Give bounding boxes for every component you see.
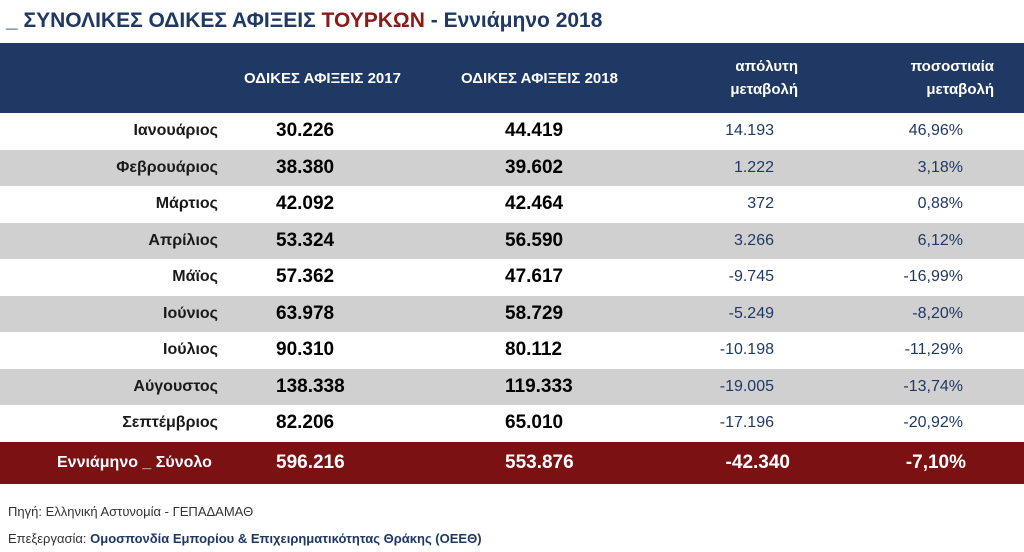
table-header: ΟΔΙΚΕΣ ΑΦΙΞΕΙΣ 2017 ΟΔΙΚΕΣ ΑΦΙΞΕΙΣ 2018 … [0,43,1024,113]
header-absolute-change: απόλυτη μεταβολή [730,58,798,98]
source-note: Πηγή: Ελληνική Αστυνομία - ΓΕΠΑΔΑΜΑΘ [8,504,254,519]
percent-change-cell: -20,92% [903,414,963,432]
value-2018-cell: 65.010 [505,412,564,434]
percent-change-cell: 46,96% [908,122,963,140]
total-value-2017-cell: 596.216 [276,451,345,473]
absolute-change-cell: -9.745 [728,268,774,286]
value-2018-cell: 56.590 [505,229,564,251]
header-2018: ΟΔΙΚΕΣ ΑΦΙΞΕΙΣ 2018 [461,69,618,87]
absolute-change-cell: -5.249 [728,304,774,322]
table-row: Μάϊος 57.362 47.617 -9.745 -16,99% [0,259,1024,296]
value-2017-cell: 38.380 [276,156,335,178]
month-cell: Ιούλιος [163,341,218,359]
header-2017: ΟΔΙΚΕΣ ΑΦΙΞΕΙΣ 2017 [244,69,401,87]
value-2018-cell: 39.602 [505,156,564,178]
month-cell: Απρίλιος [148,231,218,249]
percent-change-cell: 0,88% [917,195,963,213]
value-2018-cell: 58.729 [505,302,564,324]
processing-label: Επεξεργασία: [8,531,91,546]
total-month-cell: Εννιάμηνο _ Σύνολο [57,453,212,471]
absolute-change-cell: -10.198 [719,341,774,359]
title-prefix: _ ΣΥΝΟΛΙΚΕΣ ΟΔΙΚΕΣ ΑΦΙΞΕΙΣ [6,9,322,32]
percent-change-cell: -11,29% [904,341,963,359]
value-2018-cell: 80.112 [505,339,563,361]
total-row: Εννιάμηνο _ Σύνολο 596.216 553.876 -42.340 -… [0,441,1024,484]
total-absolute-change-cell: -42.340 [725,451,790,473]
absolute-change-cell: 1.222 [733,158,774,176]
value-2017-cell: 82.206 [276,412,335,434]
absolute-change-cell: 3.266 [733,231,774,249]
table-row: Ιούνιος 63.978 58.729 -5.249 -8,20% [0,295,1024,332]
table-row: Ιούλιος 90.310 80.112 -10.198 -11,29% [0,332,1024,369]
table-row: Απρίλιος 53.324 56.590 3.266 6,12% [0,222,1024,259]
page-title: _ ΣΥΝΟΛΙΚΕΣ ΟΔΙΚΕΣ ΑΦΙΞΕΙΣ ΤΟΥΡΚΩΝ - Ενν… [6,4,602,38]
percent-change-cell: -13,74% [903,377,963,395]
header-month [0,43,228,113]
table-row: Ιανουάριος 30.226 44.419 14.193 46,96% [0,113,1024,150]
month-cell: Ιούνιος [163,304,218,322]
table-row: Φεβρουάριος 38.380 39.602 1.222 3,18% [0,149,1024,186]
percent-change-cell: 3,18% [917,158,963,176]
arrivals-table-container: ΟΔΙΚΕΣ ΑΦΙΞΕΙΣ 2017 ΟΔΙΚΕΣ ΑΦΙΞΕΙΣ 2018 … [0,43,1024,484]
month-cell: Μάρτιος [155,195,218,213]
percent-change-cell: -16,99% [903,268,963,286]
value-2017-cell: 138.338 [276,375,345,397]
total-percent-change-cell: -7,10% [905,451,966,473]
title-highlight: ΤΟΥΡΚΩΝ [321,9,425,32]
month-cell: Σεπτέμβριος [122,414,218,432]
table-row: Σεπτέμβριος 82.206 65.010 -17.196 -20,92% [0,405,1024,442]
value-2017-cell: 57.362 [276,266,335,288]
total-value-2018-cell: 553.876 [505,451,574,473]
absolute-change-cell: -19.005 [719,377,774,395]
month-cell: Ιανουάριος [133,122,218,140]
table-row: Αύγουστος 138.338 119.333 -19.005 -13,74% [0,368,1024,405]
value-2018-cell: 47.617 [505,266,564,288]
arrivals-table: ΟΔΙΚΕΣ ΑΦΙΞΕΙΣ 2017 ΟΔΙΚΕΣ ΑΦΙΞΕΙΣ 2018 … [0,43,1024,484]
percent-change-cell: -8,20% [912,304,963,322]
absolute-change-cell: 372 [747,195,774,213]
month-cell: Αύγουστος [133,377,218,395]
value-2018-cell: 44.419 [505,120,564,142]
value-2017-cell: 90.310 [276,339,335,361]
value-2018-cell: 119.333 [505,375,573,397]
percent-change-cell: 6,12% [917,231,963,249]
table-body: Ιανουάριος 30.226 44.419 14.193 46,96% Φεβρου… [0,113,1024,484]
processing-org: Ομοσπονδία Εμπορίου & Επιχειρηματικότητα… [90,531,482,546]
header-percent-change: ποσοστιαία μεταβολή [910,58,994,98]
value-2017-cell: 30.226 [276,120,335,142]
month-cell: Μάϊος [172,268,218,286]
absolute-change-cell: -17.196 [719,414,774,432]
value-2018-cell: 42.464 [505,193,564,215]
absolute-change-cell: 14.193 [725,122,774,140]
title-suffix: - Εννιάμηνο 2018 [424,9,603,32]
month-cell: Φεβρουάριος [116,158,218,176]
value-2017-cell: 42.092 [276,193,335,215]
value-2017-cell: 63.978 [276,302,335,324]
processing-note: Επεξεργασία: Ομοσπονδία Εμπορίου & Επιχε… [8,531,482,546]
value-2017-cell: 53.324 [276,229,335,251]
table-row: Μάρτιος 42.092 42.464 372 0,88% [0,186,1024,223]
header-row: ΟΔΙΚΕΣ ΑΦΙΞΕΙΣ 2017 ΟΔΙΚΕΣ ΑΦΙΞΕΙΣ 2018 … [0,43,1024,113]
